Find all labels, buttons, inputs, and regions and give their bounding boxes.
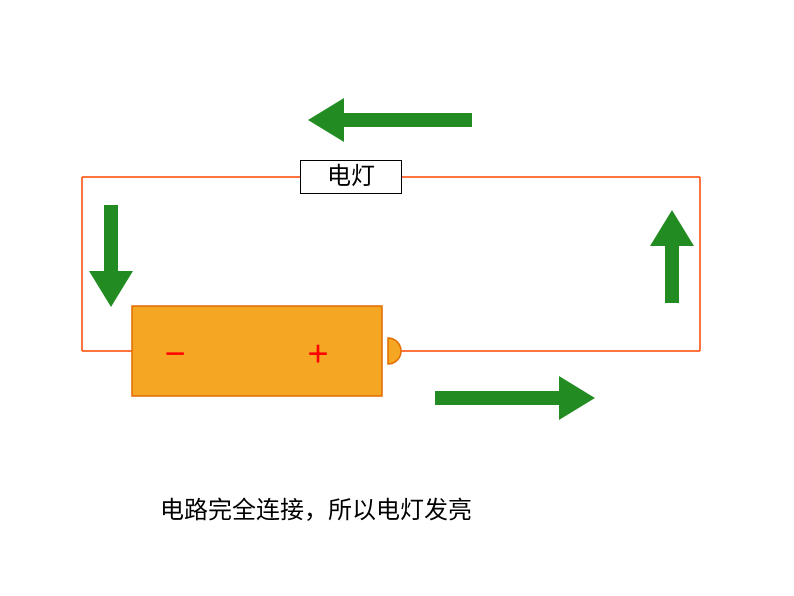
- battery-terminal-icon: [388, 338, 401, 364]
- lamp-component: 电灯: [300, 160, 402, 194]
- current-arrow-right-head-icon: [650, 210, 694, 246]
- current-arrow-top-head-icon: [308, 98, 344, 142]
- current-arrow-bottom-head-icon: [559, 376, 595, 420]
- battery-minus-icon: −: [164, 333, 185, 374]
- diagram-canvas: − + 电灯 电路完全连接，所以电灯发亮: [0, 0, 794, 596]
- caption-text: 电路完全连接，所以电灯发亮: [160, 490, 472, 525]
- lamp-label: 电灯: [327, 164, 375, 190]
- current-arrow-left-head-icon: [89, 271, 133, 307]
- battery-plus-icon: +: [307, 333, 328, 374]
